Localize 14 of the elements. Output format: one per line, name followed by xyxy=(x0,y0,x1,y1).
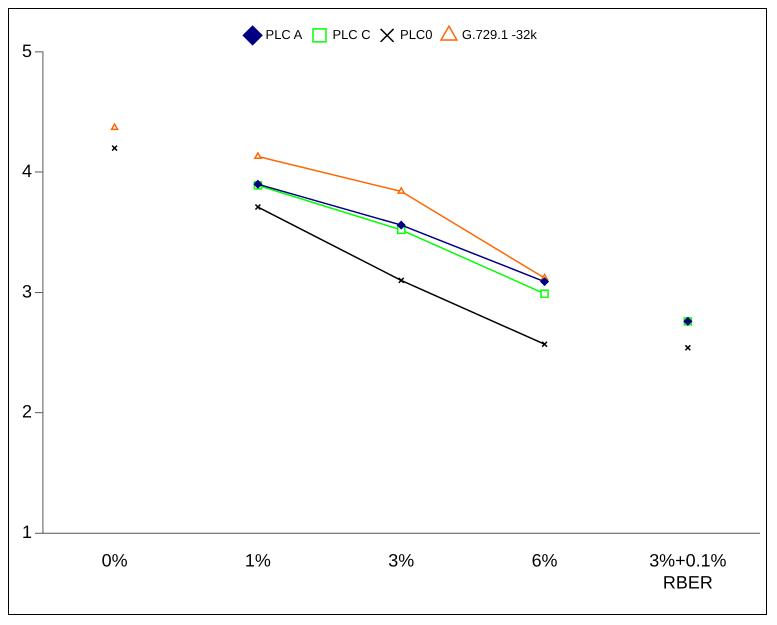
x-tick-label: 3% xyxy=(388,550,414,571)
legend-label: PLC0 xyxy=(400,26,432,42)
x-tick-label: 3%+0.1% RBER xyxy=(649,550,727,592)
y-tick-label: 3 xyxy=(22,281,32,302)
y-tick-label: 4 xyxy=(22,161,32,182)
legend-label: PLC C xyxy=(332,26,371,42)
x-tick-label: 1% xyxy=(244,550,271,571)
y-tick-label: 5 xyxy=(22,40,32,61)
y-tick-label: 1 xyxy=(22,522,32,542)
x-tick-label: 0% xyxy=(102,550,128,571)
legend-label: G.729.1 -32k xyxy=(462,26,538,42)
x-tick-label: 6% xyxy=(532,550,558,571)
y-tick-label: 2 xyxy=(22,402,32,422)
legend-label: PLC A xyxy=(266,26,303,42)
